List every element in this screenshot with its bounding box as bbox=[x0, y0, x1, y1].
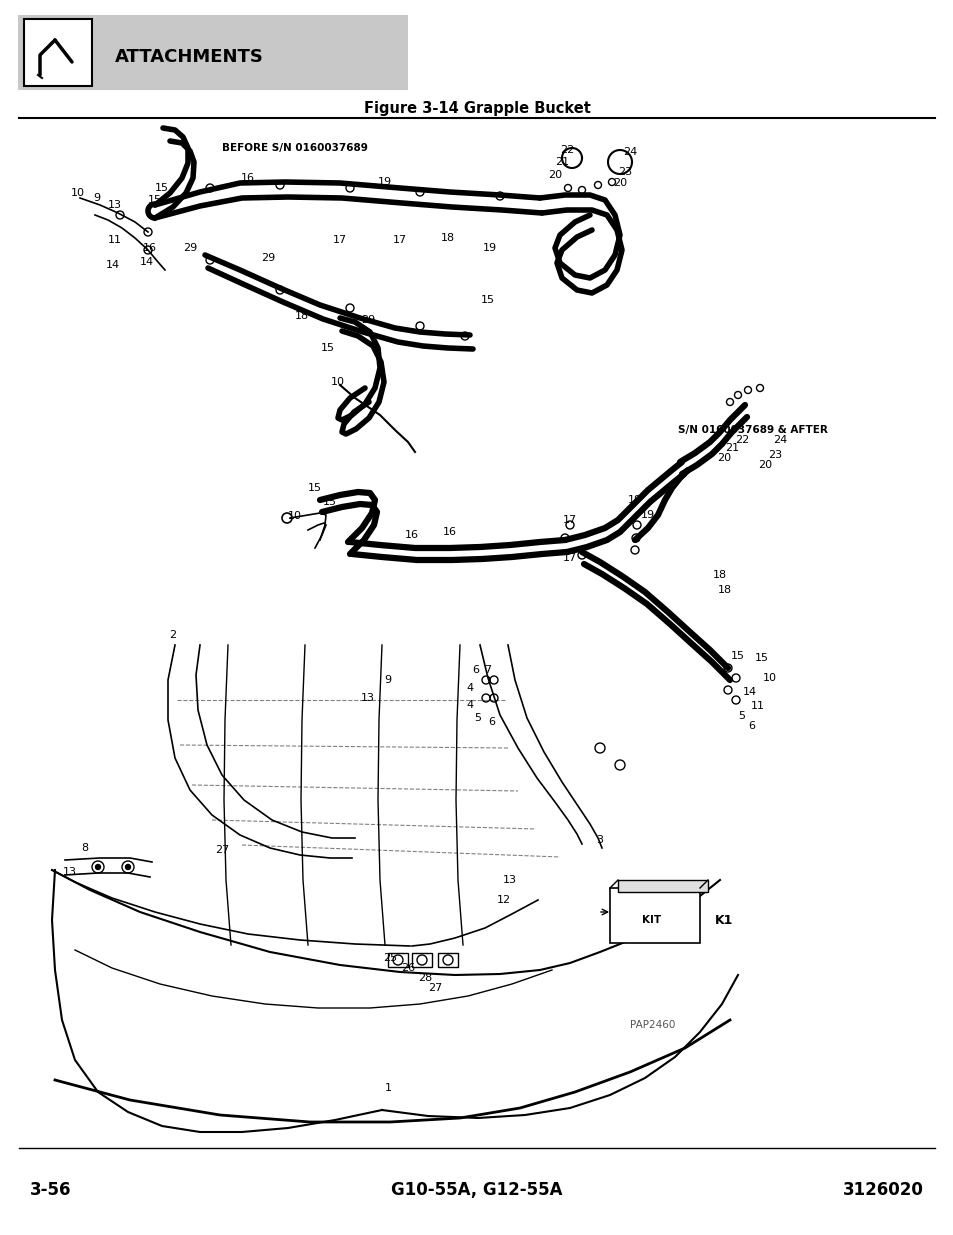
Text: 15: 15 bbox=[320, 343, 335, 353]
Bar bbox=[437, 953, 457, 967]
Text: 17: 17 bbox=[562, 553, 577, 563]
Bar bbox=[609, 888, 700, 944]
Text: 13: 13 bbox=[360, 693, 375, 703]
Text: 16: 16 bbox=[143, 243, 157, 253]
Text: 10: 10 bbox=[331, 377, 345, 387]
Text: 10: 10 bbox=[288, 511, 302, 521]
Text: 20: 20 bbox=[717, 453, 730, 463]
Text: 18: 18 bbox=[294, 311, 309, 321]
Text: 19: 19 bbox=[482, 243, 497, 253]
Text: 18: 18 bbox=[718, 585, 731, 595]
Text: 4: 4 bbox=[466, 700, 473, 710]
Text: 26: 26 bbox=[400, 963, 415, 973]
Circle shape bbox=[126, 864, 131, 869]
Text: 3126020: 3126020 bbox=[842, 1181, 923, 1199]
Text: 15: 15 bbox=[730, 651, 744, 661]
Text: 13: 13 bbox=[63, 867, 77, 877]
Text: 4: 4 bbox=[466, 683, 473, 693]
Text: 16: 16 bbox=[241, 173, 254, 183]
Text: 20: 20 bbox=[547, 170, 561, 180]
Text: 29: 29 bbox=[360, 315, 375, 325]
Text: 20: 20 bbox=[757, 459, 771, 471]
Text: 18: 18 bbox=[712, 571, 726, 580]
Bar bbox=[388, 953, 408, 967]
Text: 22: 22 bbox=[734, 435, 748, 445]
Text: 23: 23 bbox=[618, 167, 632, 177]
Bar bbox=[618, 881, 707, 892]
Text: K1: K1 bbox=[714, 914, 733, 926]
Text: 17: 17 bbox=[393, 235, 407, 245]
Text: 18: 18 bbox=[440, 233, 455, 243]
Text: 15: 15 bbox=[308, 483, 322, 493]
Text: 6: 6 bbox=[472, 664, 479, 676]
Bar bbox=[24, 19, 91, 86]
Circle shape bbox=[95, 864, 100, 869]
Text: 27: 27 bbox=[428, 983, 441, 993]
Text: 14: 14 bbox=[742, 687, 757, 697]
Text: 12: 12 bbox=[497, 895, 511, 905]
Text: 29: 29 bbox=[260, 253, 274, 263]
Text: 14: 14 bbox=[140, 257, 153, 267]
Text: Figure 3-14 Grapple Bucket: Figure 3-14 Grapple Bucket bbox=[363, 100, 590, 116]
Text: 11: 11 bbox=[108, 235, 122, 245]
Text: 15: 15 bbox=[480, 295, 495, 305]
Text: 23: 23 bbox=[767, 450, 781, 459]
Text: 13: 13 bbox=[108, 200, 122, 210]
Text: 10: 10 bbox=[762, 673, 776, 683]
Text: 15: 15 bbox=[323, 496, 336, 508]
Text: 19: 19 bbox=[377, 177, 392, 186]
Text: 19: 19 bbox=[640, 510, 655, 520]
Text: 5: 5 bbox=[474, 713, 481, 722]
Text: ATTACHMENTS: ATTACHMENTS bbox=[115, 48, 264, 65]
Text: 16: 16 bbox=[405, 530, 418, 540]
Text: 1: 1 bbox=[384, 1083, 391, 1093]
Text: 17: 17 bbox=[562, 515, 577, 525]
Text: 25: 25 bbox=[382, 953, 396, 963]
Text: KIT: KIT bbox=[641, 915, 660, 925]
Text: 15: 15 bbox=[148, 195, 162, 205]
Text: 21: 21 bbox=[724, 443, 739, 453]
Text: 3: 3 bbox=[596, 835, 603, 845]
Text: S/N 0160037689 & AFTER: S/N 0160037689 & AFTER bbox=[678, 425, 827, 435]
Text: 11: 11 bbox=[750, 701, 764, 711]
Text: 9: 9 bbox=[384, 676, 391, 685]
Text: 19: 19 bbox=[627, 495, 641, 505]
Text: 10: 10 bbox=[71, 188, 85, 198]
Text: BEFORE S/N 0160037689: BEFORE S/N 0160037689 bbox=[222, 143, 368, 153]
Text: 24: 24 bbox=[622, 147, 637, 157]
Text: 6: 6 bbox=[748, 721, 755, 731]
Text: 3-56: 3-56 bbox=[30, 1181, 71, 1199]
Text: 15: 15 bbox=[754, 653, 768, 663]
Text: 22: 22 bbox=[559, 144, 574, 156]
Text: 8: 8 bbox=[81, 844, 89, 853]
Text: 9: 9 bbox=[93, 193, 100, 203]
Text: 7: 7 bbox=[484, 664, 491, 676]
Text: 21: 21 bbox=[555, 157, 569, 167]
Text: 13: 13 bbox=[502, 876, 517, 885]
Text: 20: 20 bbox=[612, 178, 626, 188]
Text: 29: 29 bbox=[183, 243, 197, 253]
Bar bbox=[18, 15, 408, 90]
Text: 5: 5 bbox=[738, 711, 744, 721]
Text: PAP2460: PAP2460 bbox=[630, 1020, 675, 1030]
Text: G10-55A, G12-55A: G10-55A, G12-55A bbox=[391, 1181, 562, 1199]
Text: 14: 14 bbox=[106, 261, 120, 270]
Bar bbox=[412, 953, 432, 967]
Text: 28: 28 bbox=[417, 973, 432, 983]
Text: 16: 16 bbox=[442, 527, 456, 537]
Text: 2: 2 bbox=[170, 630, 176, 640]
Text: 24: 24 bbox=[772, 435, 786, 445]
Text: 17: 17 bbox=[333, 235, 347, 245]
Text: 15: 15 bbox=[154, 183, 169, 193]
Text: 6: 6 bbox=[488, 718, 495, 727]
Text: 27: 27 bbox=[214, 845, 229, 855]
